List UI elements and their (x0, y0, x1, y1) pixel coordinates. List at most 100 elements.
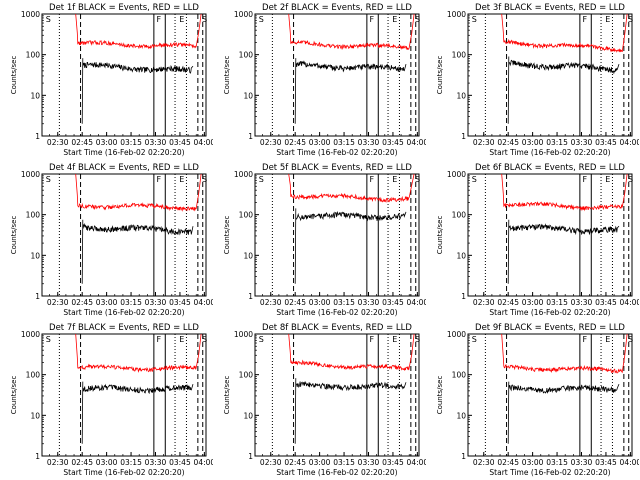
x-tick-label: 02:45 (497, 298, 519, 307)
y-tick-label: 100 (452, 51, 467, 60)
y-axis-label: Counts/sec (436, 376, 444, 415)
series-line-red (501, 13, 628, 53)
y-tick-label: 1 (35, 132, 40, 141)
x-tick-label: 03:00 (309, 138, 331, 147)
x-tick-label: 02:45 (284, 138, 306, 147)
x-tick-label: 03:00 (522, 298, 544, 307)
y-tick-label: 1000 (234, 170, 253, 179)
x-tick-label: 02:45 (497, 458, 519, 467)
x-axis-label: Start Time (16-Feb-02 02:20:20) (276, 468, 397, 477)
x-tick-label: 03:45 (382, 458, 404, 467)
series-line-red (501, 173, 628, 212)
y-tick-label: 1 (461, 452, 466, 461)
y-tick-label: 10 (243, 251, 253, 260)
event-marker-s: S (202, 175, 207, 184)
y-tick-label: 10 (243, 91, 253, 100)
x-tick-label: 03:45 (169, 138, 191, 147)
y-tick-label: 1000 (21, 330, 40, 339)
x-tick-label: 03:15 (120, 298, 142, 307)
y-axis-label: Counts/sec (10, 216, 18, 255)
detector-panel-5: Det 5f BLACK = Events, RED = LLD 1 10 100 10… (223, 163, 426, 317)
y-tick-label: 100 (239, 211, 254, 220)
series-line-red (75, 173, 202, 212)
y-tick-label: 1 (461, 292, 466, 301)
event-marker-f: F (156, 335, 161, 344)
y-axis-label: Counts/sec (10, 376, 18, 415)
y-tick-label: 1000 (447, 10, 466, 19)
x-tick-label: 04:00 (407, 458, 426, 467)
plot-frame (467, 13, 633, 137)
x-tick-label: 02:30 (47, 458, 69, 467)
x-tick-label: 03:15 (546, 138, 568, 147)
x-tick-label: 04:00 (407, 298, 426, 307)
x-tick-label: 02:45 (284, 458, 306, 467)
event-marker-s: S (259, 335, 264, 344)
x-tick-label: 03:45 (595, 298, 617, 307)
series-line-black (507, 219, 620, 284)
event-marker-s: S (415, 15, 420, 24)
event-marker-f: F (156, 175, 161, 184)
x-tick-label: 03:00 (522, 458, 544, 467)
event-marker-s: S (46, 175, 51, 184)
event-marker-e: E (392, 335, 397, 344)
y-tick-label: 1 (35, 292, 40, 301)
y-tick-label: 10 (456, 91, 466, 100)
event-marker-f: F (582, 175, 587, 184)
series-line-red (288, 173, 415, 203)
panel-title: Det 1f BLACK = Events, RED = LLD (49, 3, 199, 13)
series-line-red (501, 333, 628, 374)
plot-frame (467, 333, 633, 457)
event-marker-s: S (202, 335, 207, 344)
event-marker-f: F (369, 15, 374, 24)
x-tick-label: 03:15 (546, 458, 568, 467)
x-tick-label: 03:30 (358, 298, 380, 307)
x-tick-label: 03:15 (120, 458, 142, 467)
y-tick-label: 10 (243, 411, 253, 420)
series-line-red (288, 333, 415, 372)
x-tick-label: 03:45 (595, 138, 617, 147)
y-tick-label: 1 (35, 452, 40, 461)
plot-frame (41, 333, 207, 457)
y-axis-label: Counts/sec (223, 216, 231, 255)
y-tick-label: 100 (239, 371, 254, 380)
y-axis-label: Counts/sec (436, 56, 444, 95)
x-tick-label: 02:30 (473, 138, 495, 147)
detector-panel-1: Det 1f BLACK = Events, RED = LLD 1 10 100 10… (10, 3, 213, 157)
y-tick-label: 10 (456, 411, 466, 420)
plot-frame (254, 13, 420, 137)
x-tick-label: 02:30 (473, 458, 495, 467)
x-tick-label: 02:45 (497, 138, 519, 147)
y-tick-label: 100 (26, 211, 41, 220)
y-axis-label: Counts/sec (223, 56, 231, 95)
y-tick-label: 100 (452, 211, 467, 220)
event-marker-s: S (628, 175, 633, 184)
detector-panel-3: Det 3f BLACK = Events, RED = LLD 1 10 100 10… (436, 3, 639, 157)
x-axis-label: Start Time (16-Feb-02 02:20:20) (63, 468, 184, 477)
event-marker-s: S (472, 335, 477, 344)
x-tick-label: 03:30 (145, 458, 167, 467)
x-tick-label: 03:00 (309, 298, 331, 307)
y-tick-label: 1000 (447, 330, 466, 339)
x-tick-label: 03:00 (96, 458, 118, 467)
event-marker-s: S (202, 15, 207, 24)
x-tick-label: 03:00 (522, 138, 544, 147)
event-marker-s: S (628, 335, 633, 344)
panel-title: Det 3f BLACK = Events, RED = LLD (475, 3, 625, 13)
x-tick-label: 03:15 (333, 458, 355, 467)
event-marker-s: S (259, 175, 264, 184)
detector-panel-9: Det 9f BLACK = Events, RED = LLD 1 10 100 10… (436, 323, 639, 477)
x-tick-label: 02:30 (260, 298, 282, 307)
y-tick-label: 100 (26, 51, 41, 60)
panel-title: Det 2f BLACK = Events, RED = LLD (262, 3, 412, 13)
event-marker-e: E (392, 175, 397, 184)
series-line-black (81, 381, 194, 444)
x-tick-label: 03:15 (546, 298, 568, 307)
series-line-black (507, 56, 620, 124)
detector-panel-8: Det 8f BLACK = Events, RED = LLD 1 10 100 10… (223, 323, 426, 477)
x-tick-label: 03:30 (358, 138, 380, 147)
x-axis-label: Start Time (16-Feb-02 02:20:20) (63, 148, 184, 157)
detector-panel-4: Det 4f BLACK = Events, RED = LLD 1 10 100 10… (10, 163, 213, 317)
x-axis-label: Start Time (16-Feb-02 02:20:20) (63, 308, 184, 317)
series-line-black (294, 378, 407, 444)
